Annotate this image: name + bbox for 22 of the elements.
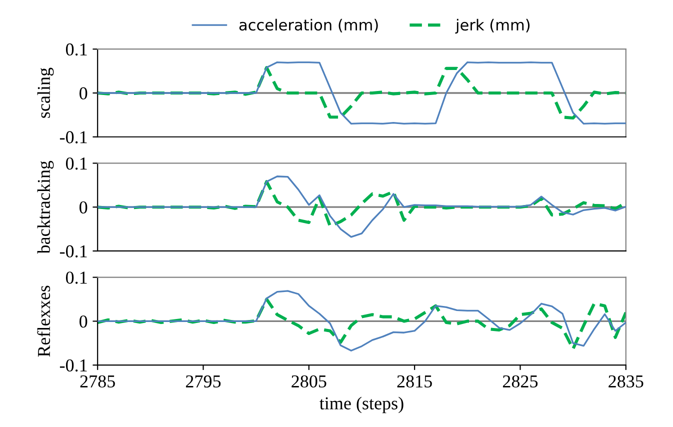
x-tick-label: 2815	[397, 375, 432, 388]
legend-label: jerk (mm)	[455, 18, 530, 34]
x-tick-label: 2825	[502, 375, 538, 388]
x-tick-label: 2785	[80, 375, 115, 388]
y-tick-label: 0	[80, 201, 88, 214]
y-axis-title: Reflexxes	[37, 286, 50, 357]
x-axis-title: time (steps)	[320, 396, 404, 414]
y-tick-label: 0	[80, 315, 88, 328]
y-tick-label: -0.1	[60, 131, 87, 144]
y-tick-label: 0	[80, 87, 88, 100]
legend-label: acceleration (mm)	[239, 18, 378, 32]
y-tick-label: 0.1	[66, 43, 87, 56]
x-tick-label: 2835	[608, 375, 644, 388]
x-tick-label: 2805	[292, 375, 326, 388]
y-tick-label: 0.1	[66, 272, 87, 284]
x-tick-label: 2795	[186, 375, 221, 388]
y-axis-title: scaling	[37, 68, 54, 118]
y-axis-title: backtracking	[37, 160, 54, 254]
y-tick-label: -0.1	[60, 359, 87, 372]
line-series	[98, 176, 626, 238]
y-tick-label: 0.1	[66, 157, 87, 170]
y-tick-label: -0.1	[60, 245, 87, 258]
